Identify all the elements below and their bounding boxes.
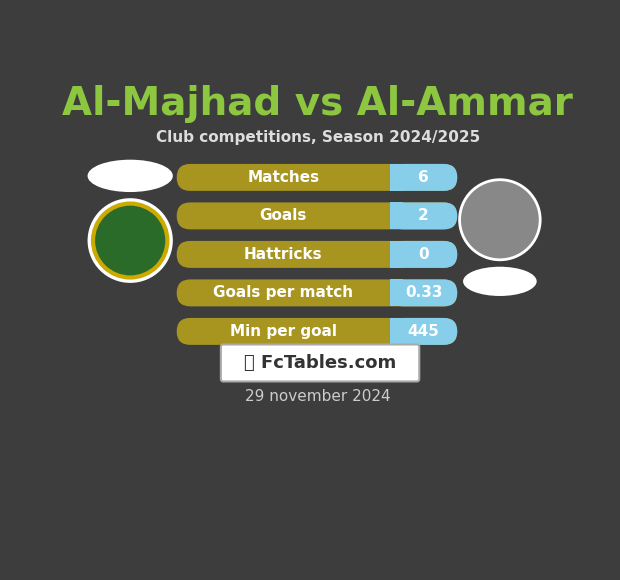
Text: 445: 445 <box>407 324 440 339</box>
FancyBboxPatch shape <box>177 202 458 229</box>
Text: 0: 0 <box>418 247 429 262</box>
FancyBboxPatch shape <box>390 318 404 345</box>
FancyBboxPatch shape <box>177 241 458 268</box>
FancyBboxPatch shape <box>390 202 458 229</box>
FancyBboxPatch shape <box>390 241 404 268</box>
Ellipse shape <box>463 267 537 296</box>
Text: 29 november 2024: 29 november 2024 <box>245 389 391 404</box>
FancyBboxPatch shape <box>390 280 404 306</box>
Circle shape <box>93 204 167 277</box>
FancyBboxPatch shape <box>390 164 458 191</box>
Text: 2: 2 <box>418 208 429 223</box>
Text: Goals: Goals <box>260 208 307 223</box>
Text: Min per goal: Min per goal <box>230 324 337 339</box>
Text: 6: 6 <box>418 170 429 185</box>
Text: Hattricks: Hattricks <box>244 247 322 262</box>
FancyBboxPatch shape <box>221 345 419 382</box>
Text: Matches: Matches <box>247 170 319 185</box>
FancyBboxPatch shape <box>390 202 404 229</box>
FancyBboxPatch shape <box>177 318 458 345</box>
Ellipse shape <box>87 160 173 192</box>
FancyBboxPatch shape <box>390 164 404 191</box>
Text: 📊 FcTables.com: 📊 FcTables.com <box>244 354 396 372</box>
FancyBboxPatch shape <box>390 280 458 306</box>
Circle shape <box>87 198 173 283</box>
FancyBboxPatch shape <box>177 164 458 191</box>
FancyBboxPatch shape <box>390 241 458 268</box>
Circle shape <box>459 180 540 260</box>
Text: Club competitions, Season 2024/2025: Club competitions, Season 2024/2025 <box>156 130 480 145</box>
FancyBboxPatch shape <box>390 318 458 345</box>
Text: Goals per match: Goals per match <box>213 285 353 300</box>
FancyBboxPatch shape <box>177 280 458 306</box>
Text: 0.33: 0.33 <box>405 285 442 300</box>
Text: Al-Majhad vs Al-Ammar: Al-Majhad vs Al-Ammar <box>63 85 573 124</box>
